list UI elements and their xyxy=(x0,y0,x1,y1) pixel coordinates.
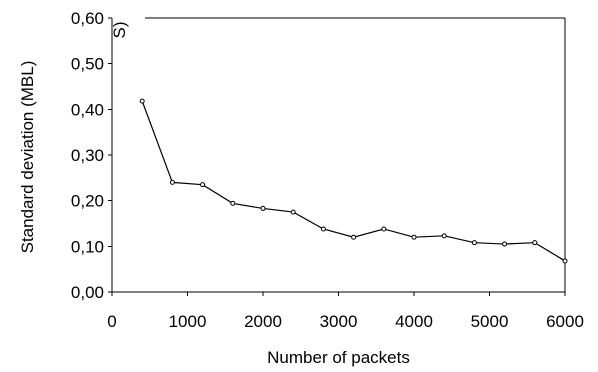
y-tick-label: 0,30 xyxy=(71,146,104,165)
data-point xyxy=(290,209,296,215)
data-point xyxy=(562,258,568,264)
data-point xyxy=(471,240,477,246)
y-tick-label: 0,60 xyxy=(71,9,104,28)
x-tick-label: 6000 xyxy=(546,312,584,331)
data-point xyxy=(351,234,357,240)
x-tick-label: 4000 xyxy=(395,312,433,331)
y-tick-label: 0,00 xyxy=(71,283,104,302)
data-point xyxy=(200,182,206,188)
plot-frame xyxy=(145,17,566,292)
x-tick-label: 2000 xyxy=(244,312,282,331)
data-point xyxy=(139,98,145,104)
y-tick-label: 0,50 xyxy=(71,55,104,74)
x-tick-label: 1000 xyxy=(169,312,207,331)
series-group xyxy=(139,98,568,264)
x-axis: 0 1000 2000 3000 4000 5000 6000 xyxy=(107,291,584,331)
data-point xyxy=(532,240,538,246)
y-axis: 0,00 0,10 0,20 0,30 0,40 0,50 0,60 xyxy=(71,9,113,302)
data-point xyxy=(411,234,417,240)
data-point xyxy=(230,200,236,206)
data-point xyxy=(381,226,387,232)
x-axis-title: Number of packets xyxy=(267,348,410,367)
y-tick-label: 0,20 xyxy=(71,192,104,211)
data-point xyxy=(260,205,266,211)
data-point xyxy=(502,241,508,247)
data-point xyxy=(169,179,175,185)
x-tick-label: 3000 xyxy=(320,312,358,331)
x-tick-label: 0 xyxy=(107,312,116,331)
y-axis-title: Standard deviation (MBL) xyxy=(18,61,37,254)
y-tick-label: 0,10 xyxy=(71,237,104,256)
x-tick-label: 5000 xyxy=(471,312,509,331)
data-point xyxy=(320,226,326,232)
y-tick-label: 0,40 xyxy=(71,100,104,119)
data-point xyxy=(441,233,447,239)
annotation-label: S) xyxy=(110,22,129,39)
